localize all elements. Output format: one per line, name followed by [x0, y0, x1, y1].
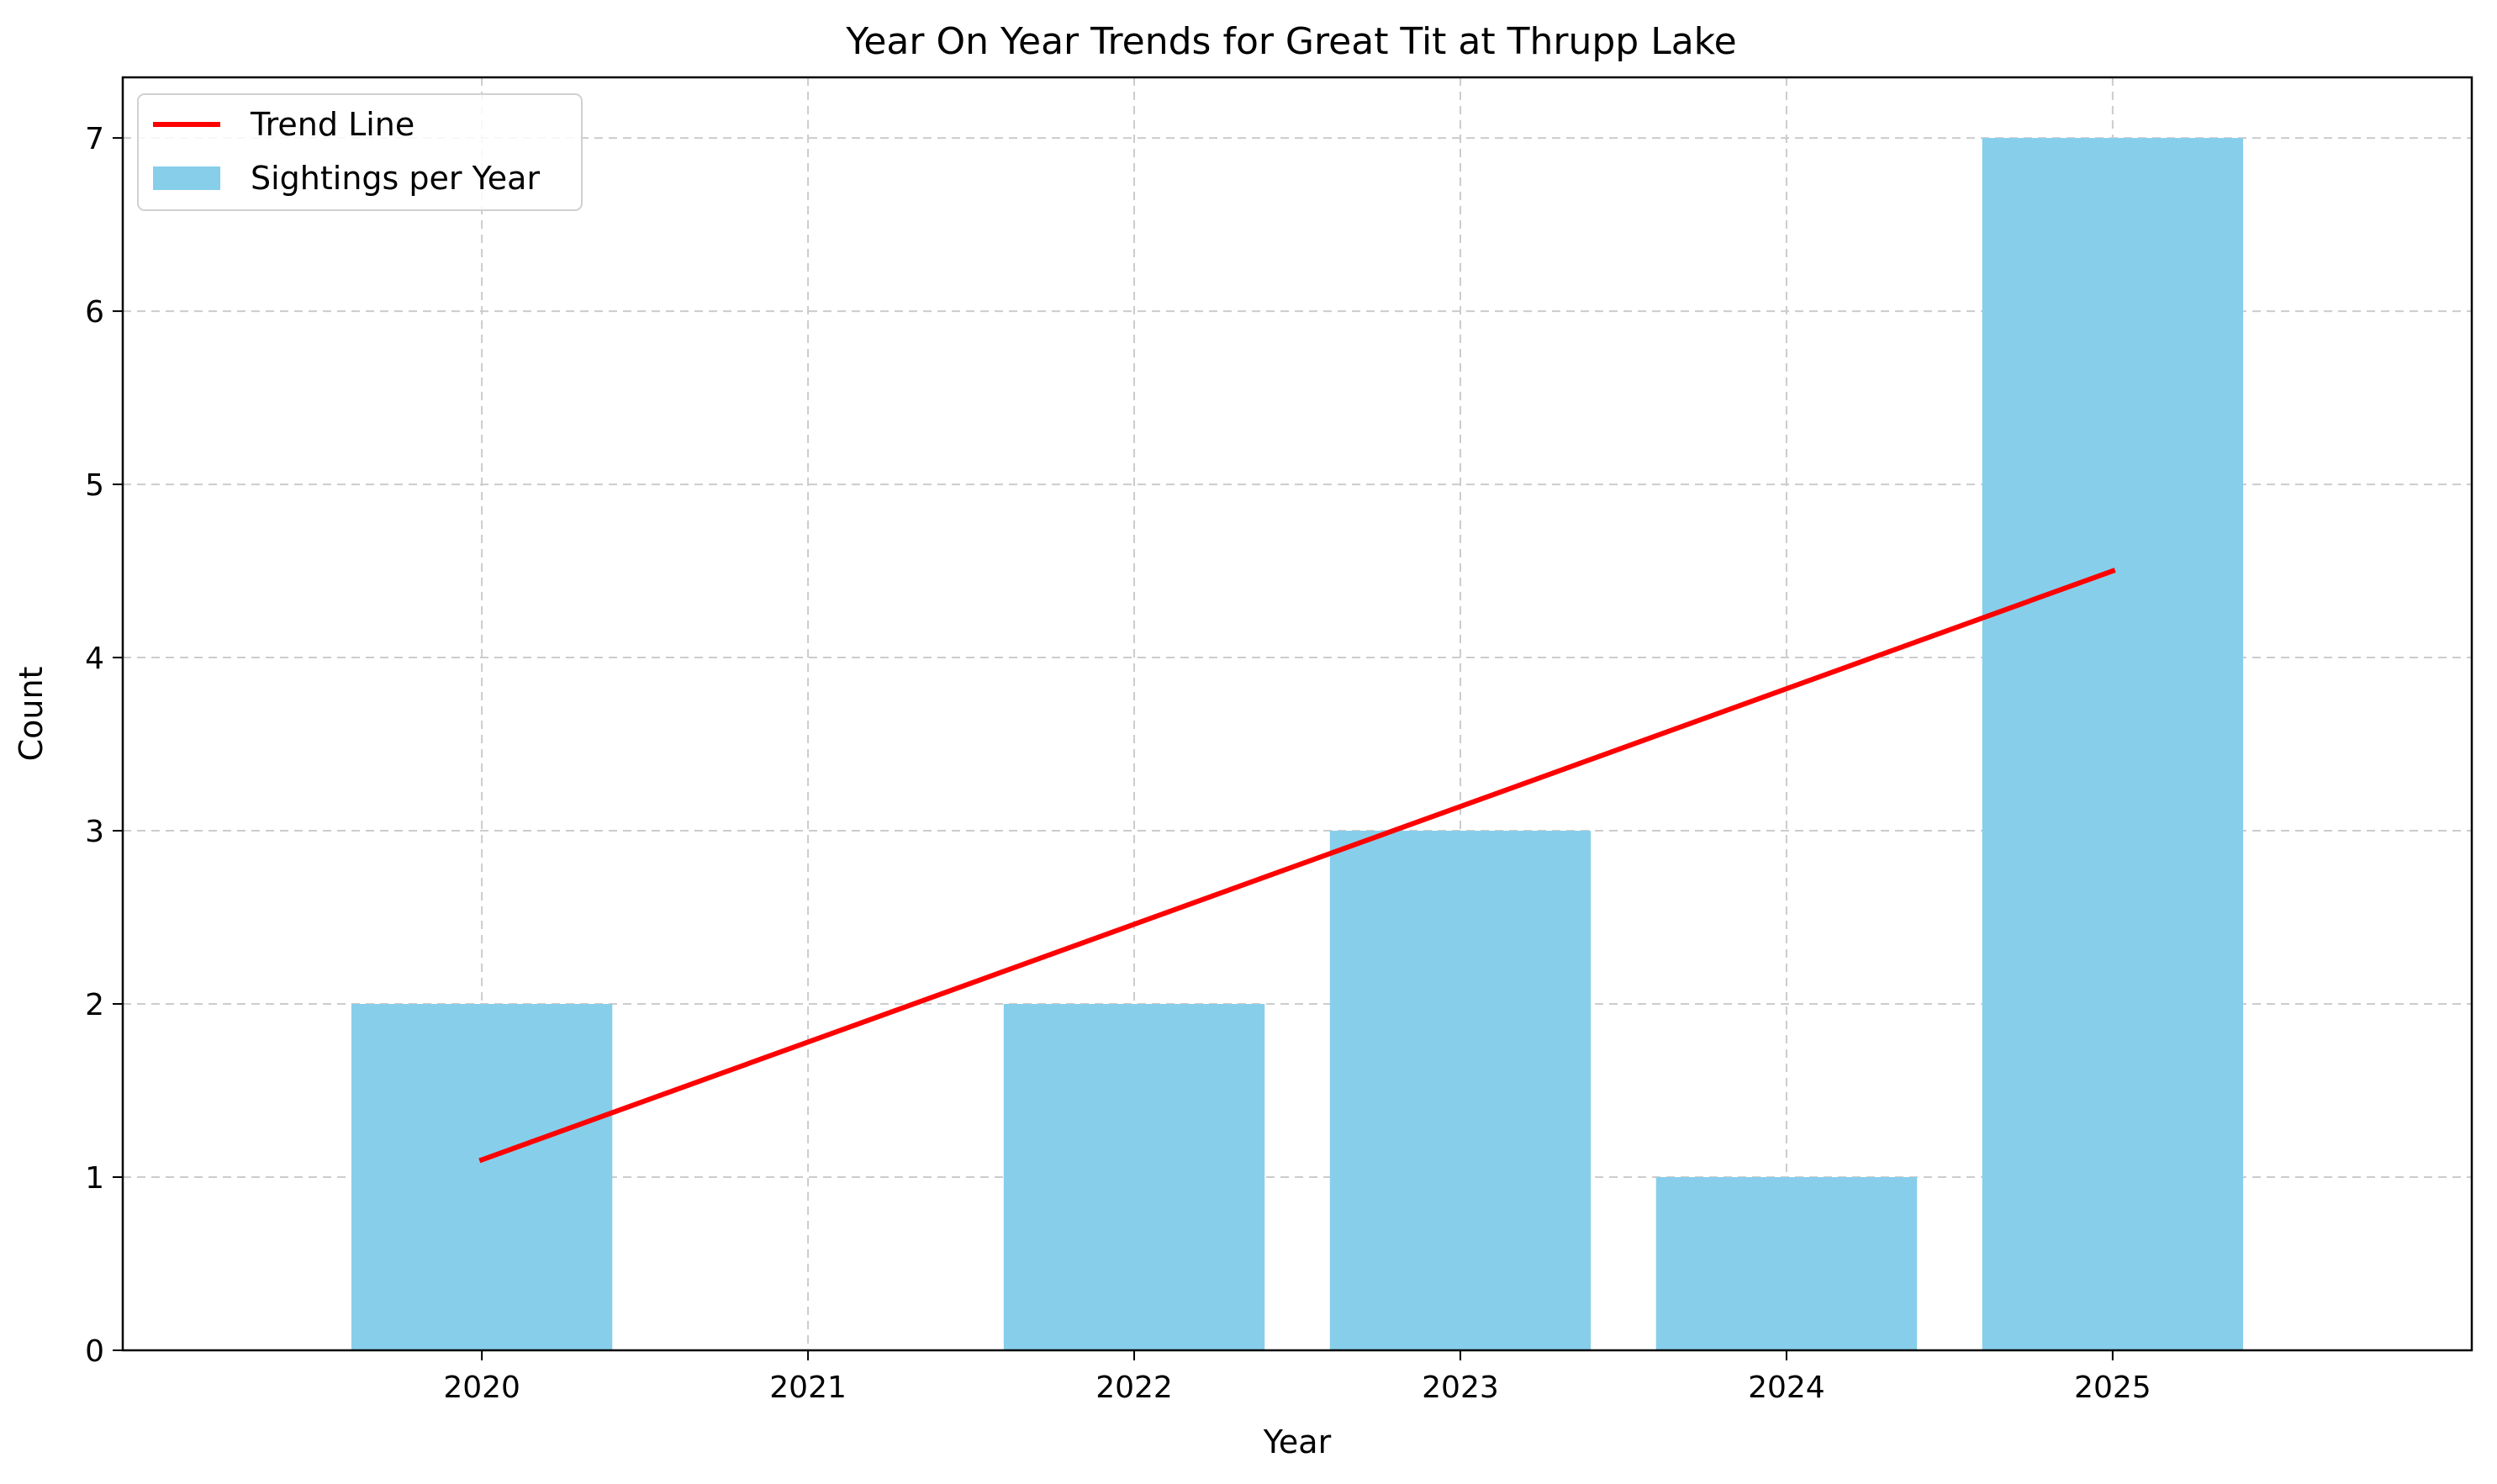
axes-frame — [121, 76, 2473, 1352]
chart-title: Year On Year Trends for Great Tit at Thr… — [845, 20, 1736, 63]
x-tick-label: 2023 — [1422, 1370, 1499, 1405]
y-tick-label: 3 — [85, 815, 104, 849]
bar-2025 — [1982, 138, 2244, 1351]
x-tick-label: 2025 — [2074, 1370, 2151, 1405]
x-tick-label: 2022 — [1095, 1370, 1173, 1405]
legend-label: Trend Line — [250, 106, 414, 143]
bar-2022 — [1003, 1004, 1265, 1350]
bar-2023 — [1329, 831, 1592, 1350]
x-tick-label: 2024 — [1748, 1370, 1825, 1405]
y-tick-label: 1 — [85, 1161, 104, 1196]
legend-label: Sightings per Year — [251, 160, 540, 197]
y-tick-label: 6 — [85, 295, 104, 330]
legend: Trend Line Sightings per Year — [137, 93, 583, 211]
bar-2024 — [1655, 1177, 1918, 1350]
ticks: 2020 2021 2022 2023 2024 2025 0 1 2 3 4 5 6 7 — [85, 122, 2151, 1405]
legend-bar-swatch — [153, 166, 220, 190]
y-tick-label: 0 — [85, 1334, 104, 1369]
bar-2020 — [351, 1004, 613, 1350]
legend-frame — [137, 93, 583, 211]
y-tick-label: 5 — [85, 468, 104, 503]
y-tick-label: 4 — [85, 642, 104, 676]
trend-line — [478, 568, 2116, 1164]
x-tick-label: 2021 — [769, 1370, 847, 1405]
bars — [351, 138, 2244, 1351]
x-axis-label: Year — [1263, 1423, 1332, 1460]
y-axis-label: Count — [13, 667, 50, 762]
y-tick-label: 2 — [85, 988, 104, 1022]
trend-line-layer — [478, 568, 2116, 1164]
x-tick-label: 2020 — [443, 1370, 520, 1405]
y-tick-label: 7 — [85, 122, 104, 156]
